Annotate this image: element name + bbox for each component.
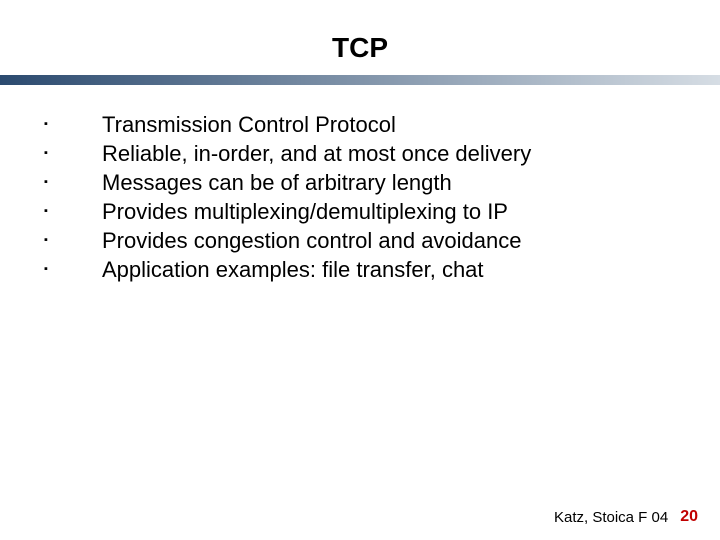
bullet-item: ▪Reliable, in-order, and at most once de… bbox=[44, 139, 531, 168]
page-number: 20 bbox=[680, 508, 698, 526]
bullet-marker-icon: ▪ bbox=[44, 110, 102, 139]
bullet-marker-icon: ▪ bbox=[44, 255, 102, 284]
divider-bar bbox=[0, 75, 720, 85]
slide: TCP ▪Transmission Control Protocol▪Relia… bbox=[0, 0, 720, 540]
bullet-item: ▪Messages can be of arbitrary length bbox=[44, 168, 531, 197]
bullet-item: ▪Provides congestion control and avoidan… bbox=[44, 226, 531, 255]
slide-title: TCP bbox=[0, 32, 720, 64]
bullet-item: ▪Application examples: file transfer, ch… bbox=[44, 255, 531, 284]
bullet-list: ▪Transmission Control Protocol▪Reliable,… bbox=[44, 110, 531, 284]
bullet-item: ▪Provides multiplexing/demultiplexing to… bbox=[44, 197, 531, 226]
bullet-marker-icon: ▪ bbox=[44, 226, 102, 255]
bullet-item: ▪Transmission Control Protocol bbox=[44, 110, 531, 139]
bullet-text: Messages can be of arbitrary length bbox=[102, 168, 452, 197]
bullet-text: Application examples: file transfer, cha… bbox=[102, 255, 484, 284]
bullet-text: Transmission Control Protocol bbox=[102, 110, 396, 139]
bullet-text: Reliable, in-order, and at most once del… bbox=[102, 139, 531, 168]
bullet-text: Provides congestion control and avoidanc… bbox=[102, 226, 522, 255]
slide-footer: Katz, Stoica F 04 20 bbox=[554, 508, 698, 526]
bullet-marker-icon: ▪ bbox=[44, 197, 102, 226]
bullet-marker-icon: ▪ bbox=[44, 139, 102, 168]
bullet-marker-icon: ▪ bbox=[44, 168, 102, 197]
bullet-text: Provides multiplexing/demultiplexing to … bbox=[102, 197, 508, 226]
footer-text: Katz, Stoica F 04 bbox=[554, 509, 668, 526]
